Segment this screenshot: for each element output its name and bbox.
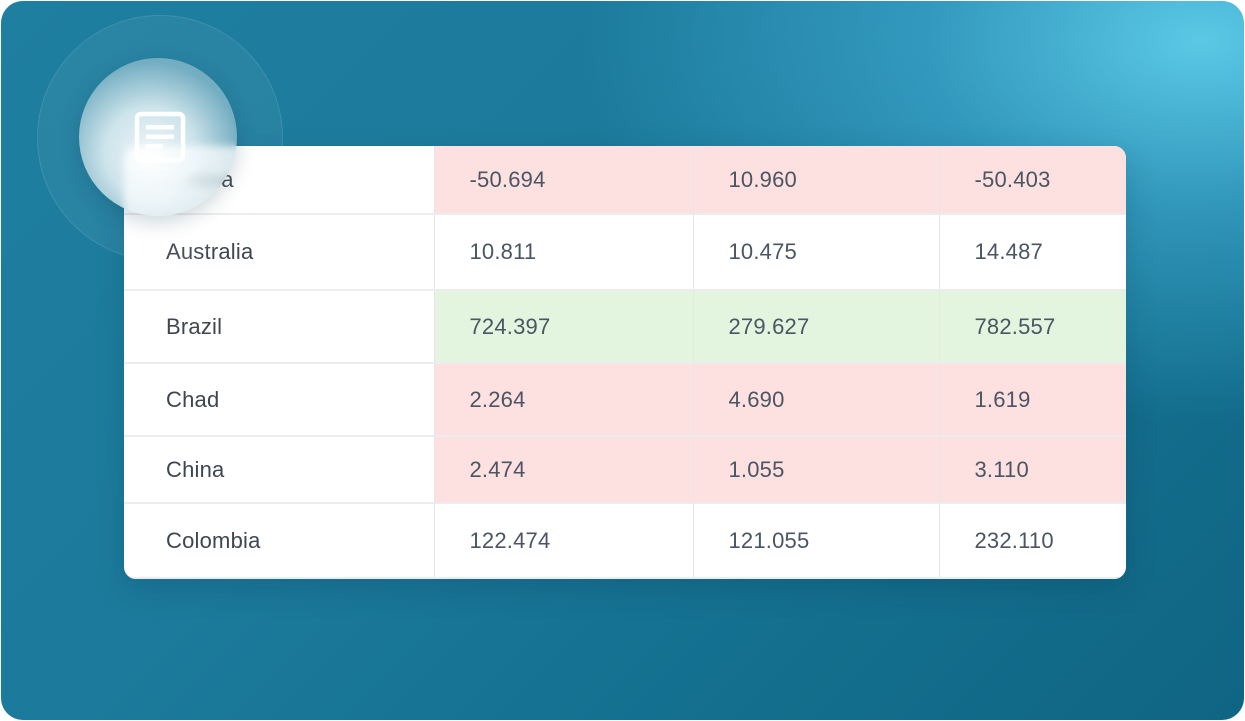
table-row: Colombia 122.474 121.055 232.110 [124,503,1126,579]
value-cell: 232.110 [939,503,1126,579]
data-table: ...ntina -50.694 10.960 -50.403 Australi… [124,146,1126,579]
country-cell: Chad [124,363,435,437]
data-table-card: ...ntina -50.694 10.960 -50.403 Australi… [124,146,1126,579]
value-cell: 1.619 [939,363,1126,437]
value-cell: 121.055 [693,503,940,579]
value-cell: 782.557 [939,290,1126,364]
country-cell: Brazil [124,290,435,364]
document-icon [134,111,186,163]
table-row: Chad 2.264 4.690 1.619 [124,363,1126,437]
table-row: Australia 10.811 10.475 14.487 [124,214,1126,291]
value-cell: 724.397 [434,290,694,364]
table-row: China 2.474 1.055 3.110 [124,436,1126,504]
value-cell: 4.690 [693,363,940,437]
value-cell: 1.055 [693,436,940,504]
table-row: Brazil 724.397 279.627 782.557 [124,290,1126,364]
country-cell: China [124,436,435,504]
value-cell: 2.264 [434,363,694,437]
value-cell: 279.627 [693,290,940,364]
value-cell: 10.475 [693,214,940,291]
value-cell: -50.694 [434,146,694,215]
value-cell: 14.487 [939,214,1126,291]
value-cell: 3.110 [939,436,1126,504]
value-cell: 10.811 [434,214,694,291]
value-cell: 2.474 [434,436,694,504]
value-cell: -50.403 [939,146,1126,215]
table-row: ...ntina -50.694 10.960 -50.403 [124,146,1126,215]
value-cell: 122.474 [434,503,694,579]
country-cell: Colombia [124,503,435,579]
value-cell: 10.960 [693,146,940,215]
